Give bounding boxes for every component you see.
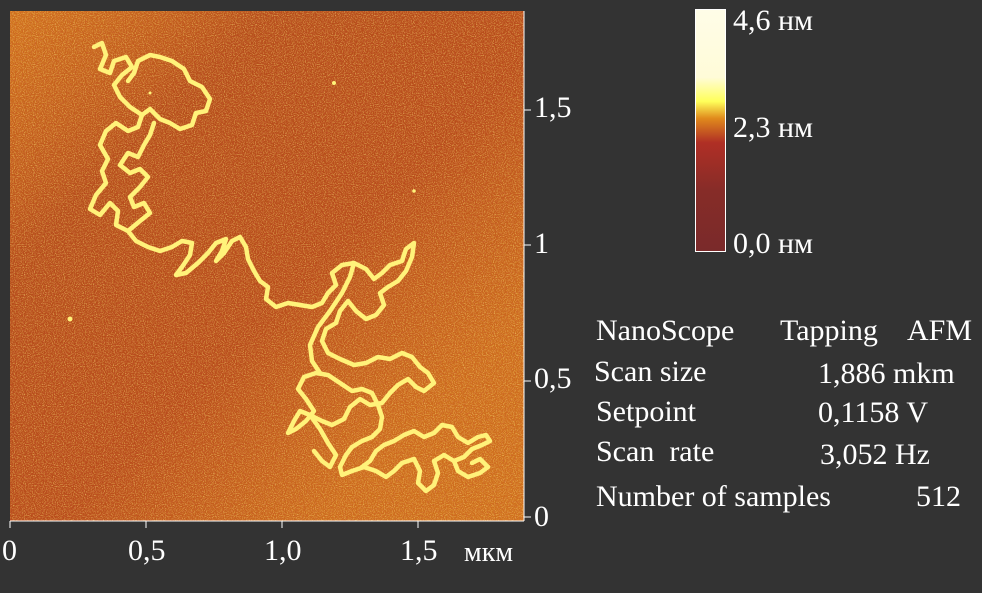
info-value-samples: 512 [916, 480, 961, 513]
info-label-setpoint: Setpoint [596, 395, 697, 428]
y-tick-label: 1 [534, 227, 549, 260]
info-header-instrument: NanoScope [596, 314, 735, 347]
height-colorbar [695, 9, 726, 252]
x-tick-label: 0,5 [128, 534, 166, 567]
colorbar-max-label: 4,6 нм [733, 4, 814, 37]
info-value-scan-size: 1,886 mkm [818, 357, 955, 390]
x-tick-label: 1,0 [264, 534, 302, 567]
info-label-scan-size: Scan size [594, 355, 707, 388]
info-label-scan-rate: Scan rate [596, 435, 715, 468]
y-tick-label: 0 [534, 500, 549, 533]
x-tick-label: 0 [2, 534, 17, 567]
colorbar-mid-label: 2,3 нм [733, 111, 814, 144]
x-axis-unit: мкм [464, 537, 514, 568]
info-header-mode: Tapping [780, 314, 878, 347]
info-value-setpoint: 0,1158 V [818, 396, 929, 429]
colorbar-min-label: 0,0 нм [733, 227, 814, 260]
y-tick-label: 0,5 [534, 362, 572, 395]
info-header-type: AFM [907, 314, 973, 347]
afm-scan-image [10, 11, 524, 521]
x-tick-label: 1,5 [400, 534, 438, 567]
info-value-scan-rate: 3,052 Hz [820, 438, 930, 471]
y-tick-label: 1,5 [534, 91, 572, 124]
info-label-samples: Number of samples [596, 480, 831, 513]
